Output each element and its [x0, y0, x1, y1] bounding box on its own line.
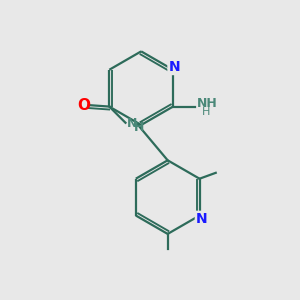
- Text: H: H: [134, 121, 144, 134]
- Text: H: H: [202, 107, 210, 117]
- Text: N: N: [169, 60, 180, 74]
- Text: N: N: [127, 117, 137, 130]
- Text: N: N: [196, 212, 208, 226]
- Text: N: N: [196, 212, 208, 226]
- Text: O: O: [77, 98, 90, 112]
- Text: N: N: [169, 60, 180, 74]
- Text: NH: NH: [196, 97, 217, 110]
